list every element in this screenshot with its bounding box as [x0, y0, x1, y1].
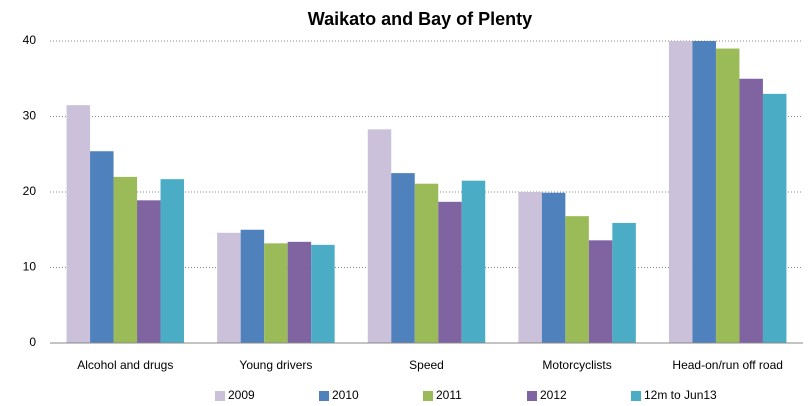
legend-swatch — [423, 391, 433, 401]
bar — [240, 229, 265, 343]
legend-label: 2010 — [332, 388, 359, 402]
x-tick-label: Speed — [409, 358, 444, 372]
bar — [588, 240, 613, 343]
bar — [414, 183, 439, 343]
legend-swatch — [631, 391, 641, 401]
x-tick-label: Head-on/run off road — [672, 358, 783, 372]
bar — [565, 216, 589, 343]
bar — [113, 176, 138, 343]
bar — [287, 241, 312, 343]
chart-title: Waikato and Bay of Plenty — [308, 9, 532, 29]
y-tick-label: 40 — [23, 33, 37, 47]
bar — [692, 41, 716, 343]
bar — [715, 48, 740, 344]
bar — [217, 232, 241, 343]
y-tick-label: 10 — [23, 260, 37, 274]
bar — [668, 41, 693, 343]
legend-label: 12m to Jun13 — [644, 388, 717, 402]
legend-label: 2012 — [540, 388, 567, 402]
legend-swatch — [527, 391, 537, 401]
x-tick-label: Motorcyclists — [542, 358, 611, 372]
legend-swatch — [215, 391, 225, 401]
y-tick-label: 20 — [23, 184, 37, 198]
bar — [762, 93, 787, 343]
bar — [518, 192, 542, 343]
bar — [461, 180, 486, 343]
bar — [311, 244, 335, 343]
bar — [612, 222, 636, 343]
bar — [438, 201, 462, 343]
x-tick-label: Young drivers — [239, 358, 312, 372]
x-tick-label: Alcohol and drugs — [77, 358, 173, 372]
y-tick-label: 30 — [23, 109, 37, 123]
bar — [90, 151, 114, 343]
bar — [739, 78, 763, 343]
bar — [541, 192, 566, 343]
legend-label: 2011 — [436, 388, 462, 402]
bar — [264, 243, 288, 343]
legend-label: 2009 — [228, 388, 255, 402]
bar — [137, 200, 161, 343]
bar — [66, 105, 91, 343]
bar — [367, 129, 392, 343]
legend-swatch — [319, 391, 329, 401]
bar — [160, 179, 185, 343]
y-tick-label: 0 — [29, 335, 36, 349]
bar — [391, 173, 415, 343]
